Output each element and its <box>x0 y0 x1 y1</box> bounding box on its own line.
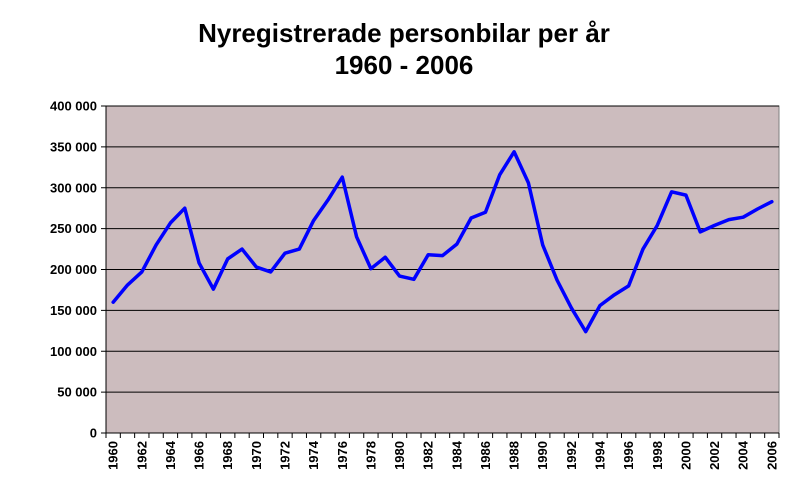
x-tick-label: 1968 <box>220 441 235 470</box>
x-tick-label: 1986 <box>478 441 493 470</box>
data-point <box>298 247 301 251</box>
data-point <box>341 175 344 179</box>
x-tick-label: 1978 <box>363 441 378 470</box>
x-tick-label: 1988 <box>507 441 522 470</box>
data-point <box>570 306 573 310</box>
x-tick-label: 2002 <box>707 441 722 470</box>
data-point <box>240 247 244 251</box>
y-tick-label: 50 000 <box>57 385 97 400</box>
y-tick-label: 300 000 <box>50 180 97 195</box>
data-point <box>555 278 559 282</box>
data-point <box>584 330 587 333</box>
data-point <box>283 251 287 255</box>
data-point <box>512 150 516 153</box>
chart-title: Nyregistrerade personbilar per år <box>198 18 610 48</box>
data-point <box>627 284 630 288</box>
data-point <box>412 278 416 281</box>
x-tick-label: 1982 <box>421 441 436 470</box>
y-tick-label: 0 <box>90 426 97 441</box>
x-tick-label: 1984 <box>449 440 464 470</box>
data-point <box>527 181 530 185</box>
y-tick-label: 250 000 <box>50 221 97 236</box>
data-point <box>426 253 430 256</box>
data-point <box>670 190 673 194</box>
y-tick-label: 400 000 <box>50 99 97 114</box>
data-point <box>183 206 186 210</box>
x-tick-label: 1996 <box>621 441 636 470</box>
data-point <box>154 243 158 247</box>
data-point <box>369 267 373 270</box>
x-tick-label: 1972 <box>277 441 292 470</box>
x-tick-label: 1976 <box>335 441 350 470</box>
data-point <box>742 215 745 219</box>
x-tick-label: 1970 <box>249 441 264 470</box>
x-tick-label: 1962 <box>134 441 149 470</box>
x-tick-label: 1966 <box>192 441 207 470</box>
data-point <box>197 261 201 265</box>
data-point <box>226 257 229 261</box>
data-point <box>455 242 459 246</box>
x-tick-label: 1990 <box>535 441 550 470</box>
y-tick-label: 100 000 <box>50 344 97 359</box>
data-point <box>355 235 358 238</box>
data-point <box>498 173 501 176</box>
data-point <box>255 265 258 269</box>
x-tick-label: 1994 <box>593 440 608 470</box>
data-point <box>484 211 487 214</box>
data-point <box>541 243 544 247</box>
x-tick-label: 1998 <box>650 441 665 470</box>
data-point <box>598 304 602 307</box>
data-point <box>269 270 272 274</box>
data-point <box>441 254 444 257</box>
y-tick-label: 150 000 <box>50 303 97 318</box>
x-tick-label: 2000 <box>678 441 693 470</box>
x-tick-label: 1980 <box>392 441 407 470</box>
y-tick-label: 350 000 <box>50 139 97 154</box>
data-point <box>756 207 759 211</box>
data-point <box>727 218 731 221</box>
chart-subtitle: 1960 - 2006 <box>334 50 474 80</box>
x-tick-label: 1960 <box>106 441 121 470</box>
data-point <box>111 301 115 304</box>
data-point <box>326 198 330 202</box>
data-point <box>384 256 387 259</box>
data-point <box>212 287 215 291</box>
data-point <box>469 216 473 220</box>
data-point <box>713 224 716 227</box>
data-point <box>169 221 172 225</box>
data-point <box>656 224 659 227</box>
x-tick-label: 2006 <box>764 441 779 470</box>
x-tick-label: 1964 <box>163 440 178 470</box>
data-point <box>312 219 315 222</box>
data-point <box>126 283 129 287</box>
data-point <box>770 200 774 203</box>
y-tick-label: 200 000 <box>50 262 97 277</box>
data-point <box>699 230 702 234</box>
data-point <box>398 274 401 278</box>
data-point <box>641 247 645 251</box>
data-point <box>140 270 143 274</box>
x-tick-label: 1974 <box>306 440 321 470</box>
data-point <box>613 293 616 297</box>
x-tick-label: 2004 <box>736 440 751 470</box>
x-tick-label: 1992 <box>564 441 579 470</box>
data-point <box>684 193 688 197</box>
